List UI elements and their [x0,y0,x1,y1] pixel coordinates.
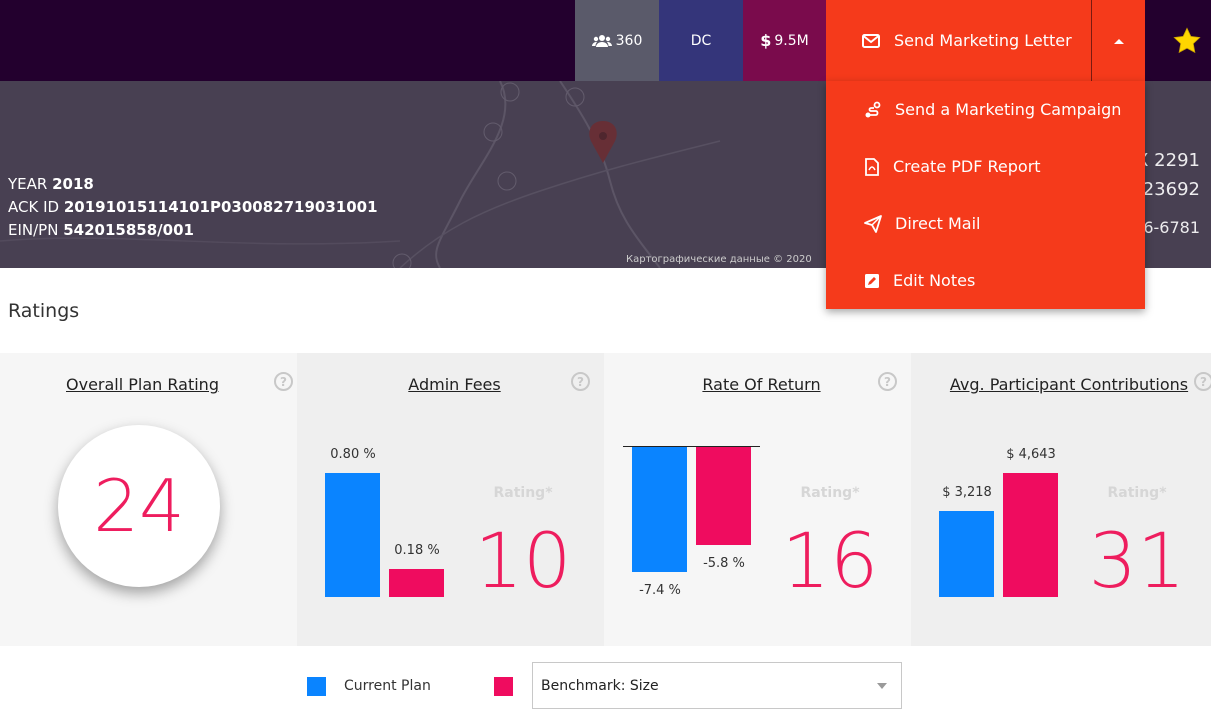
overall-rating-card: Overall Plan Rating ? 24 [0,353,307,646]
top-bar: 360 DC $ 9.5M Send Marketing Letter [0,0,1211,81]
send-marketing-letter-label: Send Marketing Letter [894,31,1072,50]
participants-count: 360 [615,32,643,49]
pdf-icon [865,157,879,176]
admin-fees-card: Admin Fees ? 0.80 % 0.18 % Rating* 10 [297,353,604,646]
rating-caption: Rating* [493,485,553,501]
benchmark-swatch [494,677,513,696]
benchmark-select-value: Benchmark: Size [541,677,659,694]
assets-stat[interactable]: $ 9.5M [743,0,826,81]
rating-caption: Rating* [1107,485,1167,501]
contributions-rating: 31 [1088,516,1186,605]
state-code: DC [690,32,712,49]
contributions-card: Avg. Participant Contributions ? $ 3,218… [911,353,1211,646]
current-plan-swatch [307,677,326,696]
admin-fees-benchmark-bar [389,569,444,597]
rate-of-return-current-bar [632,447,687,572]
contributions-benchmark-bar [1003,473,1058,597]
contributions-current-bar [939,511,994,597]
ratings-heading: Ratings [8,300,80,322]
caret-up-icon [1113,38,1124,44]
users-icon [591,34,612,47]
menu-item-label: Send a Marketing Campaign [895,100,1122,119]
rate-of-return-benchmark-bar [696,447,751,545]
help-icon[interactable]: ? [878,372,897,391]
send-marketing-letter-button[interactable]: Send Marketing Letter [826,0,1091,81]
overall-rating-value: 24 [58,425,220,587]
ack-label: ACK ID [8,198,60,216]
benchmark-select[interactable]: Benchmark: Size [532,662,902,709]
help-icon[interactable]: ? [571,372,590,391]
rate-of-return-title[interactable]: Rate Of Return [702,375,821,394]
ack-row: ACK ID 20191015114101P030082719031001 [8,196,378,219]
menu-item-send-campaign[interactable]: Send a Marketing Campaign [826,81,1145,138]
rate-of-return-card: Rate Of Return ? -7.4 % -5.8 % Rating* 1… [604,353,911,646]
admin-fees-rating: 10 [474,516,572,605]
edit-icon [865,273,879,288]
admin-fees-current-label: 0.80 % [330,447,376,462]
contributions-title[interactable]: Avg. Participant Contributions [949,375,1189,394]
favorite-button[interactable] [1170,24,1204,58]
chevron-down-icon [877,683,887,689]
menu-item-label: Direct Mail [895,214,981,233]
participants-stat[interactable]: 360 [575,0,659,81]
rate-of-return-benchmark-label: -5.8 % [703,556,745,571]
overall-rating-title[interactable]: Overall Plan Rating [66,375,219,394]
rate-of-return-current-label: -7.4 % [639,583,681,598]
year-value: 2018 [52,175,94,193]
help-icon[interactable]: ? [274,372,293,391]
help-icon[interactable]: ? [1194,372,1211,391]
dollar-icon: $ [760,31,772,50]
contributions-benchmark-label: $ 4,643 [1006,447,1056,462]
current-plan-legend-label: Current Plan [344,678,431,694]
ack-value: 20191015114101P030082719031001 [63,198,378,216]
ein-label: EIN/PN [8,221,59,239]
year-label: YEAR [8,175,48,193]
contributions-current-label: $ 3,218 [942,485,992,500]
marketing-dropdown-menu: Send a Marketing Campaign Create PDF Rep… [826,81,1145,309]
menu-item-label: Create PDF Report [893,157,1041,176]
admin-fees-title[interactable]: Admin Fees [408,375,501,394]
menu-item-label: Edit Notes [893,271,976,290]
menu-item-edit-notes[interactable]: Edit Notes [826,252,1145,309]
menu-item-direct-mail[interactable]: Direct Mail [826,195,1145,252]
zero-axis-line [623,446,760,447]
rating-caption: Rating* [800,485,860,501]
map-credit: Картографические данные © 2020 [626,254,812,265]
year-row: YEAR 2018 [8,173,378,196]
paper-plane-icon [864,214,882,233]
menu-item-create-pdf[interactable]: Create PDF Report [826,138,1145,195]
ein-row: EIN/PN 542015858/001 [8,219,378,242]
rate-of-return-rating: 16 [781,516,879,605]
route-icon [865,101,881,117]
ratings-cards: Overall Plan Rating ? 24 Admin Fees ? 0.… [0,353,1211,646]
dropdown-toggle-button[interactable] [1091,0,1145,81]
plan-info: YEAR 2018 ACK ID 20191015114101P03008271… [8,173,378,242]
envelope-icon [862,33,880,48]
assets-value: 9.5M [774,32,809,49]
admin-fees-benchmark-label: 0.18 % [394,543,440,558]
ein-value: 542015858/001 [63,221,194,239]
admin-fees-current-bar [325,473,380,597]
state-stat[interactable]: DC [659,0,743,81]
star-icon [1173,27,1201,54]
